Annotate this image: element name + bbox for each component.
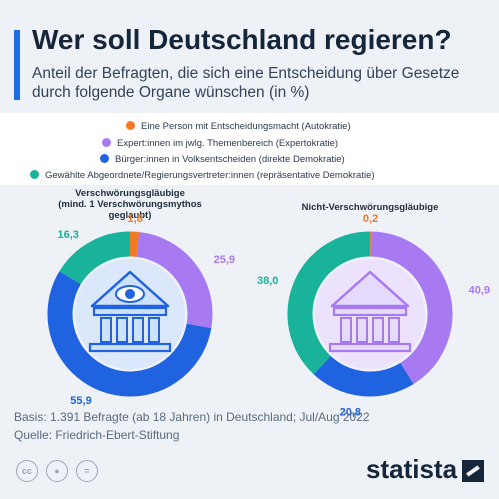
building-base <box>328 342 412 353</box>
legend-item: Eine Person mit Entscheidungsmacht (Auto… <box>126 121 351 132</box>
footer-source: Quelle: Friedrich-Ebert-Stiftung <box>14 428 180 442</box>
legend-swatch <box>30 170 39 179</box>
legend-item: Expert:innen im jwlg. Themenbereich (Exp… <box>102 138 338 149</box>
donut-title: Nicht-Verschwörungsgläubige <box>302 202 439 213</box>
building-column <box>148 317 160 343</box>
legend-item: Bürger:innen in Volksentscheiden (direkt… <box>100 154 345 165</box>
legend-label: Gewählte Abgeordnete/Regierungsvertreter… <box>45 170 375 181</box>
building-base <box>88 342 172 353</box>
building-column <box>356 317 368 343</box>
legend-swatch <box>102 138 111 147</box>
data-label: 55,9 <box>70 395 91 407</box>
donut-slice <box>47 271 212 397</box>
data-label: 0,2 <box>363 213 378 225</box>
data-label: 40,9 <box>469 284 490 296</box>
building-column <box>388 317 400 343</box>
data-label: 25,9 <box>214 254 235 266</box>
government-building-icon <box>75 259 185 369</box>
donut-title: (mind. 1 Verschwörungsmythos <box>58 199 202 210</box>
donut-slice <box>136 232 213 329</box>
donut-slice <box>370 231 453 385</box>
donut-slice <box>59 231 131 285</box>
footer-basis: Basis: 1.391 Befragte (ab 18 Jahren) in … <box>14 410 370 424</box>
data-label: 20,8 <box>340 407 361 419</box>
building-roof <box>330 270 410 308</box>
building-beam <box>332 306 408 317</box>
legend-swatch <box>100 154 109 163</box>
building-beam <box>92 306 168 317</box>
building-column <box>100 317 112 343</box>
legend-item: Gewählte Abgeordnete/Regierungsvertreter… <box>30 170 375 181</box>
donut-slice <box>287 231 371 375</box>
legend: Eine Person mit Entscheidungsmacht (Auto… <box>0 113 499 185</box>
legend-swatch <box>126 121 135 130</box>
legend-label: Expert:innen im jwlg. Themenbereich (Exp… <box>117 138 339 149</box>
data-label: 16,3 <box>57 229 78 241</box>
eye-icon <box>115 285 145 303</box>
eye-pupil <box>125 289 135 299</box>
legend-label: Bürger:innen in Volksentscheiden (direkt… <box>115 154 345 165</box>
page-subtitle: Anteil der Befragten, die sich eine Ents… <box>32 65 460 101</box>
donut-title: geglaubt) <box>109 210 152 221</box>
page-title: Wer soll Deutschland regieren? <box>32 24 452 55</box>
building-column <box>132 317 144 343</box>
cc-icon[interactable]: cc <box>16 460 38 482</box>
brand-logo-text[interactable]: statista <box>366 454 458 484</box>
building-column <box>116 317 128 343</box>
person-icon[interactable]: ● <box>46 460 68 482</box>
donut-slice <box>313 355 414 397</box>
donut-title: Verschwörungsgläubige <box>75 188 185 199</box>
statista-logo-icon <box>462 460 484 482</box>
legend-label: Eine Person mit Entscheidungsmacht (Auto… <box>141 121 351 132</box>
building-column <box>340 317 352 343</box>
building-column <box>372 317 384 343</box>
equals-icon[interactable]: = <box>76 460 98 482</box>
data-label: 38,0 <box>257 275 278 287</box>
title-accent-bar <box>14 30 20 100</box>
government-building-icon <box>315 259 425 369</box>
data-label: 1,8 <box>128 213 143 225</box>
donut-chart: Verschwörungsgläubige(mind. 1 Verschwöru… <box>47 188 235 407</box>
